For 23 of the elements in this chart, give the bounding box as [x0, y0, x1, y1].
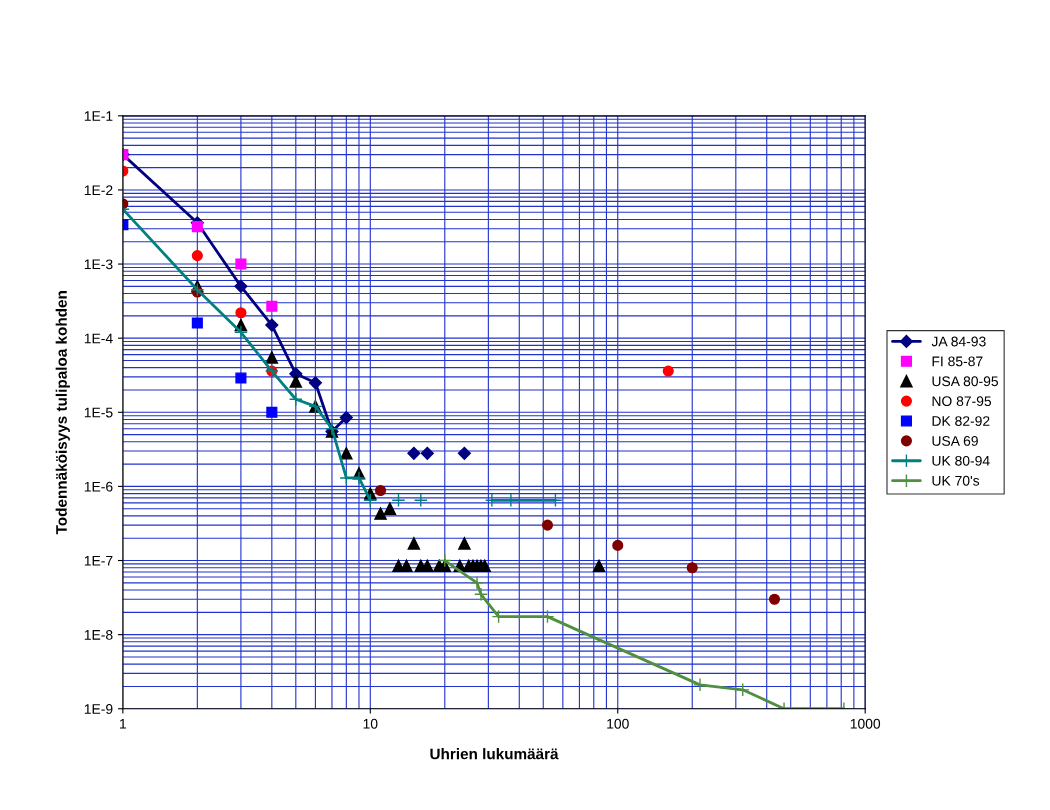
- x-tick-label: 1: [120, 718, 127, 729]
- x-tick-label: 10: [363, 718, 378, 729]
- y-tick-label: 1E-8: [84, 629, 113, 640]
- x-tick-label: 1000: [850, 718, 881, 729]
- y-tick-label: 1E-4: [84, 333, 113, 344]
- y-tick-label: 1E-3: [84, 259, 113, 270]
- y-tick-label: 1E-7: [84, 556, 113, 566]
- y-tick-label: 1E-1: [84, 111, 113, 121]
- y-tick-label: 1E-2: [84, 185, 113, 195]
- legend-label: NO 87-95: [932, 396, 992, 407]
- y-tick-label: 1E-5: [84, 407, 113, 418]
- x-tick-label: 100: [607, 718, 629, 729]
- legend-label: JA 84-93: [931, 336, 986, 347]
- y-tick-label: 1E-9: [84, 704, 113, 714]
- legend-label: FI 85-87: [932, 356, 983, 367]
- x-axis-title: Uhrien lukumäärä: [430, 748, 559, 760]
- legend-label: UK 70's: [932, 475, 980, 486]
- legend-label: USA 80-95: [932, 376, 999, 387]
- y-axis-title: Todennäköisyys tulipaloa kohden: [55, 291, 70, 535]
- y-tick-label: 1E-6: [84, 481, 113, 492]
- legend-label: USA 69: [932, 436, 978, 446]
- legend-label: UK 80-94: [932, 455, 990, 466]
- legend-label: DK 82-92: [932, 416, 990, 426]
